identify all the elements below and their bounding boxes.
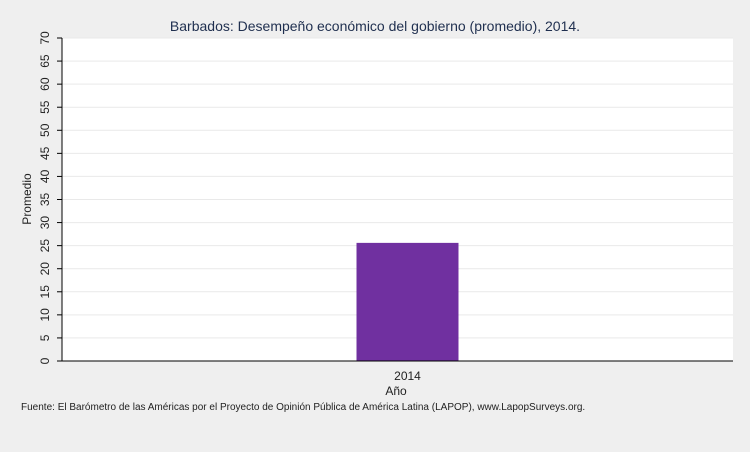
y-tick-label: 30 [38,216,52,230]
y-tick-label: 65 [38,54,52,68]
bar-2014 [356,242,459,361]
x-tick-label: 2014 [394,369,421,383]
x-axis-label: Año [385,384,407,398]
y-tick-label: 55 [38,100,52,114]
y-tick-label: 10 [38,308,52,322]
y-tick-label: 45 [38,146,52,160]
y-tick-label: 50 [38,123,52,137]
y-axis-label: Promedio [20,173,34,225]
y-tick-label: 20 [38,262,52,276]
y-tick-label: 5 [38,334,52,341]
y-tick-label: 25 [38,239,52,253]
chart-title: Barbados: Desempeño económico del gobier… [170,18,580,34]
y-tick-label: 40 [38,169,52,183]
y-tick-label: 0 [38,357,52,364]
y-tick-label: 60 [38,77,52,91]
y-tick-label: 15 [38,285,52,299]
y-tick-label: 35 [38,193,52,207]
x-ticks: 2014 [394,369,421,383]
source-note: Fuente: El Barómetro de las Américas por… [21,402,585,413]
y-tick-label: 70 [38,31,52,45]
bars [356,242,459,361]
y-ticks: 0 5 10 15 20 25 30 35 40 45 50 55 60 65 70 [38,31,62,364]
